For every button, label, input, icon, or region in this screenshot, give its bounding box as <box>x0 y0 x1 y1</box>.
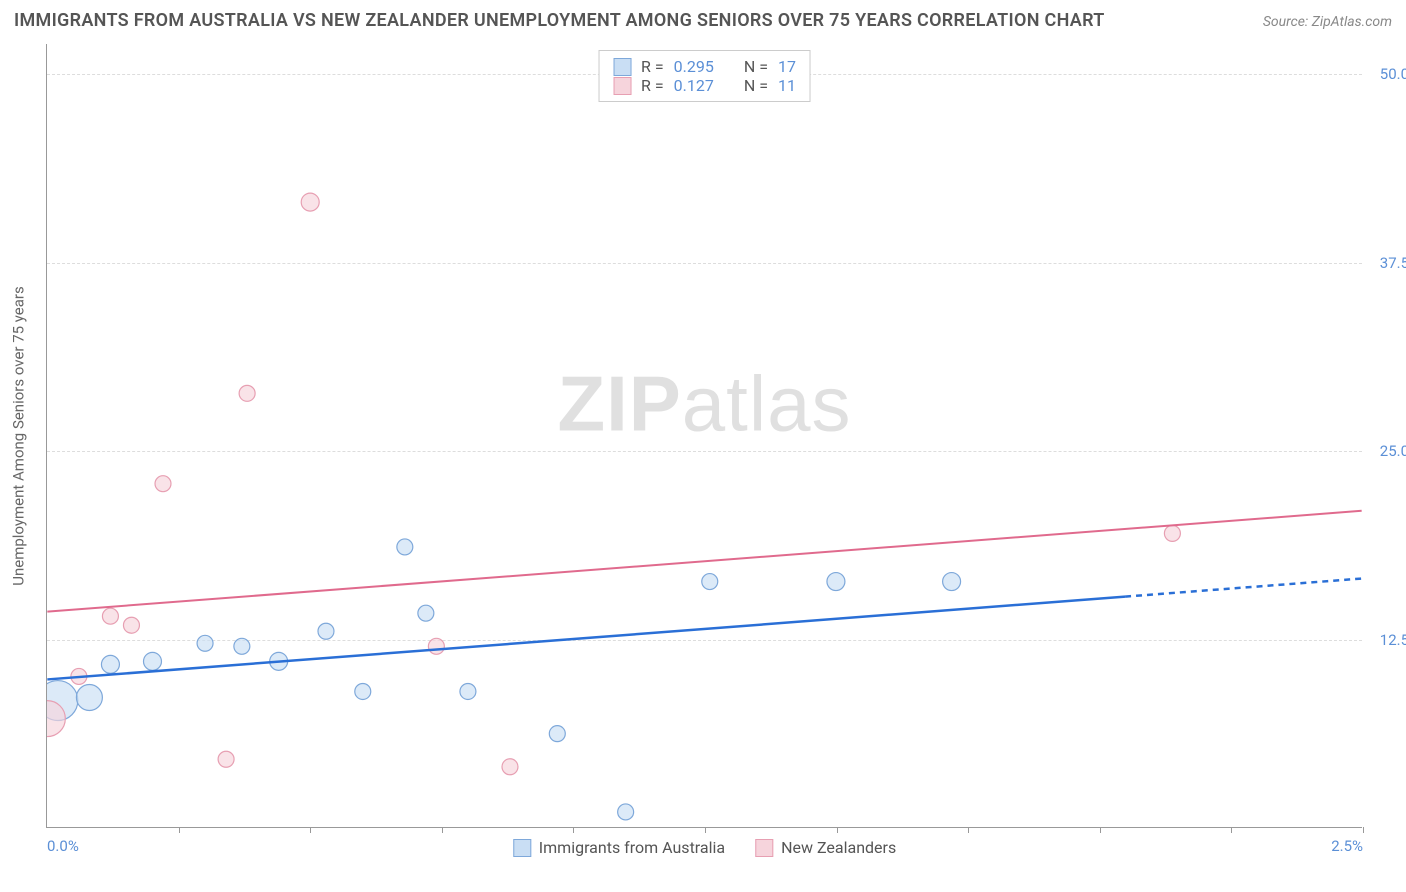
legend-correlation: R = 0.295 N = 17 R = 0.127 N = 11 <box>598 50 811 102</box>
x-tick-label: 0.0% <box>47 837 79 855</box>
x-tick <box>573 827 574 833</box>
x-tick <box>968 827 969 833</box>
legend-series-item: Immigrants from Australia <box>513 838 725 857</box>
x-tick <box>1100 827 1101 833</box>
chart-source: Source: ZipAtlas.com <box>1263 14 1392 30</box>
legend-n-label: N = <box>744 57 768 76</box>
legend-row: R = 0.295 N = 17 <box>613 57 796 76</box>
legend-n-value: 17 <box>778 57 796 76</box>
x-tick <box>837 827 838 833</box>
y-tick-label: 37.5% <box>1380 254 1406 272</box>
x-tick-label: 2.5% <box>1331 837 1363 855</box>
y-axis-label: Unemployment Among Seniors over 75 years <box>6 44 32 828</box>
legend-swatch <box>513 839 531 857</box>
chart-title: IMMIGRANTS FROM AUSTRALIA VS NEW ZEALAND… <box>14 10 1105 31</box>
legend-swatch <box>613 77 631 95</box>
legend-series-name: New Zealanders <box>781 838 896 857</box>
legend-n-value: 11 <box>778 76 796 95</box>
x-tick <box>1363 827 1364 833</box>
x-tick <box>1231 827 1232 833</box>
y-tick-label: 50.0% <box>1380 65 1406 83</box>
y-tick-label: 12.5% <box>1380 631 1406 649</box>
legend-row: R = 0.127 N = 11 <box>613 76 796 95</box>
plot-area: ZIPatlas R =0.295N =17R =0.127N =11 Immi… <box>46 44 1362 828</box>
x-tick <box>705 827 706 833</box>
chart-svg <box>47 44 1362 827</box>
legend-series: Immigrants from Australia New Zealanders <box>507 838 902 857</box>
legend-r-label: R = <box>641 76 664 95</box>
legend-swatch <box>755 839 773 857</box>
legend-n-label: N = <box>744 76 768 95</box>
x-tick <box>442 827 443 833</box>
y-tick-label: 25.0% <box>1380 442 1406 460</box>
x-tick <box>179 827 180 833</box>
x-tick <box>310 827 311 833</box>
legend-r-value: 0.127 <box>674 76 714 95</box>
legend-series-name: Immigrants from Australia <box>539 838 725 857</box>
legend-series-item: New Zealanders <box>755 838 896 857</box>
legend-swatch <box>613 58 631 76</box>
legend-r-value: 0.295 <box>674 57 714 76</box>
legend-r-label: R = <box>641 57 664 76</box>
